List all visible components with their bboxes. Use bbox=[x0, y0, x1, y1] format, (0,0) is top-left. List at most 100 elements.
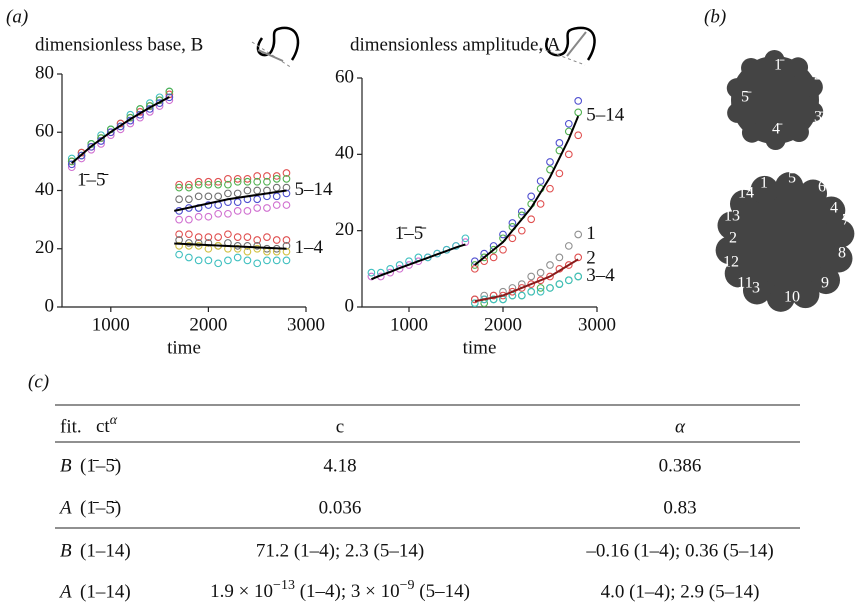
formula: ct bbox=[96, 416, 110, 437]
data-point bbox=[204, 212, 213, 221]
fit-line bbox=[474, 115, 580, 266]
data-point bbox=[224, 189, 232, 198]
data-point bbox=[165, 93, 174, 102]
data-point bbox=[185, 253, 193, 262]
y-tick-label: 40 bbox=[35, 179, 54, 200]
data-point bbox=[97, 134, 105, 142]
cell-lobe bbox=[715, 236, 744, 265]
panel-label: (c) bbox=[28, 371, 49, 392]
table-cell: B bbox=[60, 455, 72, 476]
table-cell: 0.036 bbox=[319, 497, 362, 518]
data-point bbox=[272, 201, 281, 209]
data-point bbox=[253, 186, 262, 195]
data-point bbox=[536, 268, 545, 277]
annotation: 5–14 bbox=[294, 179, 333, 200]
data-point bbox=[243, 207, 252, 215]
data-point bbox=[470, 295, 479, 304]
data-point bbox=[214, 177, 223, 186]
data-point bbox=[253, 236, 262, 244]
table-cell: 4.18 bbox=[323, 455, 356, 476]
data-point bbox=[517, 207, 526, 216]
data-point bbox=[214, 180, 223, 189]
data-point bbox=[263, 177, 271, 186]
annotation: 1̄–5̄ bbox=[77, 170, 109, 191]
shape-label: 7 bbox=[842, 212, 850, 229]
data-point bbox=[470, 261, 479, 269]
data-point bbox=[224, 209, 232, 218]
data-point bbox=[243, 177, 252, 186]
cell-text: (1–4); 3 × 10 bbox=[295, 581, 400, 602]
x-tick-label: 2000 bbox=[484, 314, 522, 335]
data-point bbox=[536, 276, 545, 285]
superscript: −13 bbox=[273, 578, 295, 593]
data-point bbox=[204, 177, 213, 186]
data-point bbox=[282, 175, 291, 183]
data-point bbox=[272, 256, 281, 265]
data-point bbox=[546, 158, 554, 166]
cell-lobe bbox=[726, 78, 747, 99]
x-tick-label: 1000 bbox=[92, 314, 130, 335]
data-point bbox=[253, 244, 262, 253]
data-point bbox=[233, 175, 242, 183]
data-point bbox=[194, 241, 203, 250]
data-point bbox=[263, 204, 271, 212]
data-point bbox=[253, 241, 262, 250]
shape-label: 3 bbox=[752, 280, 760, 297]
y-tick-label: 20 bbox=[335, 219, 354, 240]
data-point bbox=[214, 209, 223, 218]
data-point bbox=[508, 287, 517, 296]
data-point bbox=[204, 180, 213, 189]
data-point bbox=[555, 169, 564, 178]
data-point bbox=[527, 192, 536, 201]
shape-label: 4 bbox=[830, 200, 838, 217]
data-point bbox=[194, 180, 203, 189]
annotation: 3–4 bbox=[586, 265, 615, 286]
shape-label: 10 bbox=[784, 289, 800, 306]
cell-lobe bbox=[775, 172, 804, 201]
shape-label: 1 bbox=[760, 175, 768, 192]
data-point bbox=[253, 259, 262, 268]
data-point bbox=[527, 280, 536, 288]
data-point bbox=[243, 175, 252, 183]
data-point bbox=[555, 280, 564, 288]
data-point bbox=[67, 160, 76, 169]
data-point bbox=[414, 257, 423, 266]
data-point bbox=[527, 272, 536, 281]
y-tick-label: 0 bbox=[45, 295, 55, 316]
data-point bbox=[175, 241, 183, 250]
data-point bbox=[175, 183, 183, 192]
y-tick-label: 60 bbox=[35, 121, 54, 142]
data-point bbox=[367, 268, 376, 277]
data-point bbox=[155, 93, 164, 102]
data-point bbox=[574, 272, 583, 281]
data-point bbox=[194, 177, 203, 186]
data-point bbox=[555, 139, 564, 147]
cell-lobe bbox=[791, 280, 820, 309]
annotation: 1–4 bbox=[294, 237, 323, 258]
data-point bbox=[185, 239, 193, 247]
chart-title: dimensionless amplitude, A bbox=[350, 34, 561, 55]
data-point bbox=[508, 234, 517, 243]
y-tick-label: 40 bbox=[335, 143, 354, 164]
shape-label: 5̄ bbox=[741, 89, 752, 106]
data-point bbox=[204, 256, 213, 265]
shape-label: 8 bbox=[838, 245, 846, 262]
data-point bbox=[175, 215, 183, 224]
cell-lobe bbox=[812, 266, 841, 295]
table-cell: (1̄–5̄) bbox=[80, 455, 121, 476]
data-point bbox=[214, 233, 223, 241]
cell-shape bbox=[731, 56, 819, 144]
data-point bbox=[546, 284, 554, 292]
data-point bbox=[67, 163, 76, 172]
cell-lobe bbox=[788, 57, 809, 78]
data-point bbox=[480, 253, 489, 262]
data-point bbox=[489, 295, 498, 304]
x-axis-label: time bbox=[167, 337, 201, 358]
data-point bbox=[233, 233, 242, 241]
data-point bbox=[224, 230, 232, 239]
cell-lobe bbox=[817, 196, 846, 225]
table-cell: B bbox=[60, 540, 72, 561]
shape-label: 2 bbox=[729, 230, 737, 247]
